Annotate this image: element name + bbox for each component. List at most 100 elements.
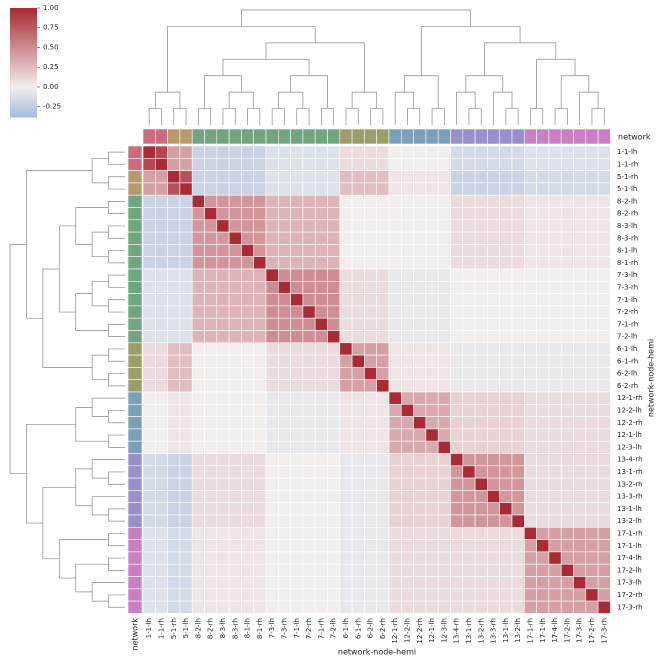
cell bbox=[191, 219, 205, 233]
cell bbox=[376, 293, 390, 307]
cell bbox=[253, 342, 267, 356]
cell bbox=[302, 576, 316, 590]
cell bbox=[290, 207, 304, 221]
cell bbox=[523, 330, 537, 344]
cell bbox=[597, 145, 611, 159]
cell bbox=[302, 317, 316, 331]
cell bbox=[450, 600, 464, 614]
cell bbox=[474, 453, 488, 467]
cell bbox=[511, 453, 525, 467]
cell bbox=[241, 207, 254, 221]
cell bbox=[204, 490, 218, 503]
cell bbox=[560, 526, 574, 540]
cell bbox=[425, 145, 439, 159]
cell bbox=[155, 207, 168, 221]
row-label: 17-4-lh bbox=[617, 554, 642, 562]
colorbar-step bbox=[10, 111, 37, 114]
cell bbox=[388, 330, 402, 344]
colorbar-step bbox=[10, 85, 37, 88]
cell bbox=[155, 465, 168, 479]
cell bbox=[364, 477, 377, 491]
cell bbox=[351, 244, 365, 257]
row-color bbox=[127, 477, 143, 491]
cell bbox=[314, 453, 328, 467]
dendrogram-link bbox=[91, 157, 109, 184]
cell bbox=[450, 588, 464, 602]
cell bbox=[216, 379, 230, 393]
cell bbox=[339, 514, 353, 528]
cell bbox=[413, 170, 427, 184]
cell bbox=[216, 145, 230, 159]
cell bbox=[388, 170, 402, 184]
cell bbox=[241, 280, 254, 294]
row-label: 17-1-rh bbox=[617, 529, 643, 537]
cell bbox=[523, 194, 537, 208]
col-color bbox=[228, 128, 242, 145]
cell bbox=[597, 268, 611, 282]
cell bbox=[253, 539, 267, 553]
cell bbox=[314, 563, 328, 577]
cell bbox=[241, 490, 254, 503]
cell bbox=[573, 539, 587, 553]
cell bbox=[142, 526, 156, 540]
cell bbox=[462, 428, 476, 442]
cell bbox=[339, 293, 353, 307]
cell bbox=[327, 539, 341, 553]
cell bbox=[302, 477, 316, 491]
cell bbox=[179, 600, 193, 614]
x-axis-label: network-node-hemi bbox=[338, 648, 416, 657]
cell bbox=[155, 145, 168, 159]
cell bbox=[376, 354, 390, 368]
cell bbox=[155, 379, 168, 393]
cell bbox=[388, 477, 402, 491]
cell bbox=[204, 588, 218, 602]
cell bbox=[462, 551, 476, 565]
cell bbox=[142, 576, 156, 590]
cell bbox=[277, 391, 291, 405]
col-label: 7-1-rh bbox=[317, 618, 325, 639]
cell bbox=[241, 194, 254, 208]
cell bbox=[450, 194, 464, 208]
dendrogram-link bbox=[75, 468, 93, 507]
cell bbox=[179, 563, 193, 577]
cell bbox=[487, 440, 500, 454]
cell bbox=[228, 145, 242, 159]
cell bbox=[474, 465, 488, 479]
cell bbox=[167, 145, 181, 159]
colorbar-step bbox=[10, 87, 37, 89]
cell bbox=[487, 576, 500, 590]
cell bbox=[204, 207, 218, 221]
cell bbox=[450, 403, 464, 417]
cell bbox=[585, 354, 599, 368]
cell bbox=[142, 280, 156, 294]
cell bbox=[376, 440, 390, 454]
cell bbox=[585, 330, 599, 344]
cell bbox=[290, 317, 304, 331]
colorbar-step bbox=[10, 80, 37, 83]
cell bbox=[437, 170, 451, 184]
cell bbox=[339, 330, 353, 344]
cell bbox=[585, 514, 599, 528]
cell bbox=[499, 465, 513, 479]
cell bbox=[327, 551, 341, 565]
cell bbox=[585, 231, 599, 245]
cell bbox=[597, 391, 611, 405]
col-label: 7-1-lh bbox=[293, 618, 301, 638]
cell bbox=[364, 305, 377, 319]
cell bbox=[364, 379, 377, 393]
cell bbox=[155, 526, 168, 540]
cell bbox=[376, 170, 390, 184]
colorbar-step bbox=[10, 58, 37, 61]
cell bbox=[585, 367, 599, 380]
cell bbox=[216, 502, 230, 516]
cell bbox=[351, 416, 365, 430]
cell bbox=[597, 280, 611, 294]
cell bbox=[388, 440, 402, 454]
cell bbox=[290, 293, 304, 307]
colorbar-step bbox=[10, 110, 37, 113]
cell bbox=[155, 158, 168, 171]
cell bbox=[462, 256, 476, 270]
cell bbox=[400, 551, 414, 565]
cell bbox=[413, 182, 427, 196]
cell bbox=[216, 280, 230, 294]
